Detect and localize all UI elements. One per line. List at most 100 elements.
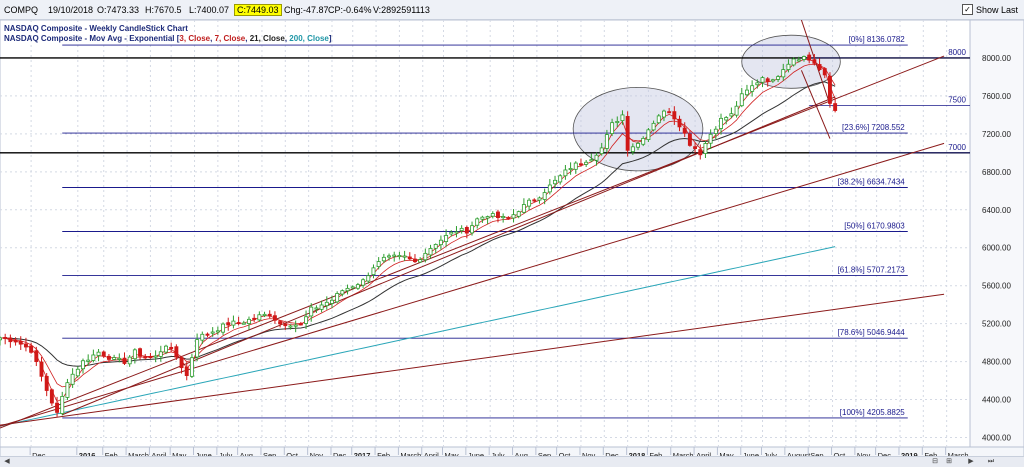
change-percent-label: CP:-0.64% xyxy=(328,5,372,15)
candle-body xyxy=(444,235,449,242)
candle-body xyxy=(138,348,143,357)
candle-body xyxy=(335,293,340,303)
candle-body xyxy=(122,357,127,364)
candle-body xyxy=(236,322,241,325)
candle-body xyxy=(693,146,698,149)
candle-body xyxy=(506,217,511,220)
candle-body xyxy=(677,118,682,128)
candle-body xyxy=(480,216,485,220)
show-last-toggle[interactable]: ✓ Show Last xyxy=(961,4,1018,15)
candle-body xyxy=(117,357,122,360)
candle-body xyxy=(278,321,283,325)
candle-body xyxy=(174,346,179,358)
candle-body xyxy=(532,199,537,202)
y-tick-label: 7600.00 xyxy=(982,92,1011,101)
candle-body xyxy=(724,117,729,121)
candle-body xyxy=(247,318,251,324)
x-tick-label: June xyxy=(196,451,212,460)
x-tick-label: Oct xyxy=(286,451,299,460)
candle-body xyxy=(589,159,594,162)
x-tick-label: Feb xyxy=(924,451,937,460)
candle-body xyxy=(158,351,163,357)
candle-body xyxy=(44,375,49,391)
candle-body xyxy=(625,116,630,151)
candle-body xyxy=(807,54,812,61)
candle-body xyxy=(812,59,817,64)
fib-level-label: [0%] 8136.0782 xyxy=(849,35,906,44)
highlight-ellipse xyxy=(572,86,704,172)
candle-body xyxy=(719,117,723,129)
chart-area[interactable]: 4000.00 4400.00 4800.00 5200.00 5600.00 6000.… xyxy=(0,19,1024,468)
candle-body xyxy=(786,63,791,70)
scroll-left-button[interactable]: ◀ xyxy=(4,458,10,465)
y-tick-label: 4800.00 xyxy=(982,358,1011,367)
candle-body xyxy=(195,339,200,358)
zoom-out-button[interactable]: ⊟ xyxy=(932,458,938,465)
price-axis-panel xyxy=(969,19,1024,448)
candle-body xyxy=(527,199,532,207)
candle-body xyxy=(770,79,775,82)
candle-body xyxy=(231,320,236,326)
candle-body xyxy=(734,105,739,116)
fib-level-label: [23.6%] 7208.552 xyxy=(842,123,905,132)
scroll-right-button[interactable]: ▶ xyxy=(968,458,974,465)
candle-body xyxy=(760,77,765,83)
candle-body xyxy=(620,114,625,121)
x-tick-label: Dec xyxy=(605,451,619,460)
y-tick-label: 8000.00 xyxy=(982,54,1011,63)
candle-body xyxy=(413,258,417,263)
x-tick-label: May xyxy=(445,451,459,460)
y-tick-label: 5600.00 xyxy=(982,282,1011,291)
candle-body xyxy=(739,93,744,107)
candle-body xyxy=(713,128,718,134)
candle-body xyxy=(490,213,495,217)
candle-body xyxy=(91,354,96,361)
volume-label: V:2892591113 xyxy=(373,5,430,15)
y-tick-label: 5200.00 xyxy=(982,320,1011,329)
candle-body xyxy=(604,134,609,149)
time-scrollbar[interactable]: ◀ ⊟ ⊞ ▶ ⏭ xyxy=(0,456,1024,467)
x-tick-label: July xyxy=(764,451,778,460)
candle-body xyxy=(651,122,656,131)
x-tick-label: May xyxy=(172,451,186,460)
candle-body xyxy=(516,211,521,217)
candle-body xyxy=(646,129,651,140)
candle-body xyxy=(8,337,13,343)
x-tick-label: July xyxy=(491,451,505,460)
candle-body xyxy=(81,360,85,370)
candle-body xyxy=(687,133,692,146)
y-tick-label: 7200.00 xyxy=(982,130,1011,139)
candle-body xyxy=(132,349,137,360)
x-tick-label: 2017 xyxy=(354,451,371,460)
candle-body xyxy=(428,248,433,256)
candle-body xyxy=(164,345,168,353)
x-tick-label: Nov xyxy=(857,451,871,460)
scroll-end-button[interactable]: ⏭ xyxy=(987,458,995,465)
candle-body xyxy=(112,357,117,360)
candle-body xyxy=(350,286,355,289)
candle-body xyxy=(833,103,838,111)
trendline xyxy=(0,293,945,426)
candle-body xyxy=(70,373,75,385)
candle-body xyxy=(361,279,366,286)
x-tick-label: Dec xyxy=(333,451,347,460)
open-label: O:7473.33 xyxy=(97,5,140,15)
candle-body xyxy=(765,78,770,82)
candle-body xyxy=(200,333,205,341)
zoom-in-button[interactable]: ⊞ xyxy=(946,458,952,465)
candle-body xyxy=(563,169,568,177)
candle-body xyxy=(817,64,822,71)
candle-body xyxy=(579,163,583,166)
show-last-checkbox[interactable]: ✓ xyxy=(961,4,973,15)
candle-body xyxy=(153,355,158,358)
candle-body xyxy=(791,58,796,66)
x-tick-label: 2019 xyxy=(901,451,918,460)
candle-body xyxy=(283,323,288,327)
candle-body xyxy=(13,340,18,343)
candle-body xyxy=(101,351,106,357)
candle-body xyxy=(594,154,599,161)
candlestick-chart[interactable]: 4000.00 4400.00 4800.00 5200.00 5600.00 6000.… xyxy=(0,19,1024,468)
ma-legend-prefix: NASDAQ Composite - Mov Avg - Exponential… xyxy=(4,34,180,43)
candle-body xyxy=(407,256,412,260)
candle-body xyxy=(309,306,314,317)
